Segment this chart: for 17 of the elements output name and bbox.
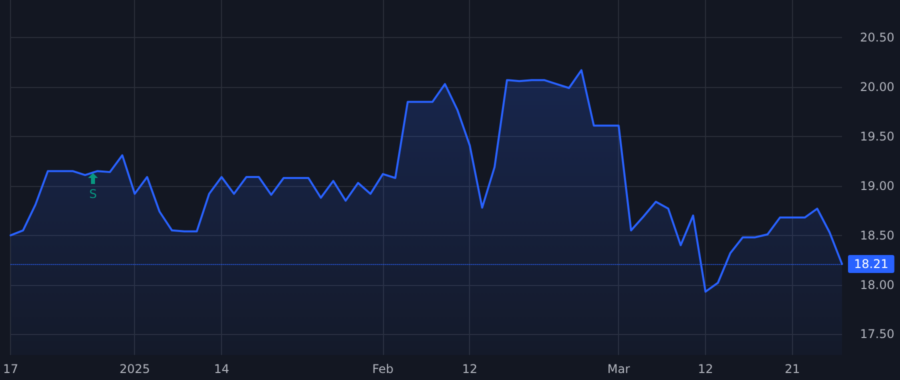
annotation: S bbox=[89, 187, 97, 201]
x-tick-label: Feb bbox=[372, 362, 394, 376]
y-tick-label: 17.50 bbox=[860, 327, 894, 342]
x-tick-label: 17 bbox=[2, 362, 18, 376]
x-tick-label: 21 bbox=[784, 362, 800, 376]
y-tick-label: 19.00 bbox=[860, 178, 894, 193]
x-tick-label: Mar bbox=[607, 362, 630, 376]
y-tick-label: 19.50 bbox=[860, 129, 894, 144]
x-tick-label: 12 bbox=[698, 362, 714, 376]
x-tick-label: 12 bbox=[462, 362, 478, 376]
x-tick-label: 14 bbox=[214, 362, 230, 376]
y-tick-label: 18.50 bbox=[860, 228, 894, 242]
ref-line-label: 18.21 bbox=[854, 257, 888, 272]
y-tick-label: 18.00 bbox=[860, 278, 894, 292]
y-tick-label: 20.00 bbox=[860, 80, 894, 94]
y-tick-label: 20.50 bbox=[860, 30, 894, 45]
x-tick-label: 2025 bbox=[119, 362, 150, 376]
